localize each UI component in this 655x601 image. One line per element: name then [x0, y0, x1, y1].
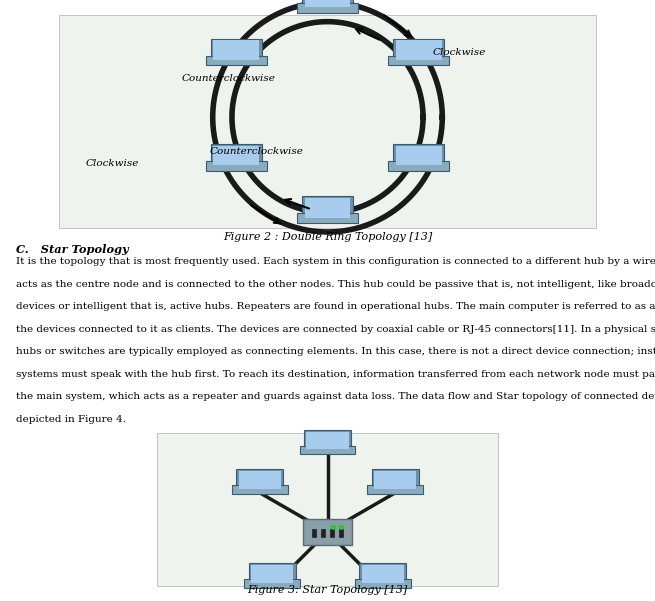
Text: Figure 3: Star Topology [13]: Figure 3: Star Topology [13]: [248, 585, 407, 595]
FancyBboxPatch shape: [355, 579, 411, 588]
Text: Counterclockwise: Counterclockwise: [210, 147, 303, 156]
FancyBboxPatch shape: [297, 3, 358, 13]
FancyBboxPatch shape: [211, 144, 262, 167]
FancyBboxPatch shape: [305, 0, 350, 7]
Text: C.   Star Topology: C. Star Topology: [16, 244, 129, 255]
FancyBboxPatch shape: [232, 484, 288, 493]
FancyBboxPatch shape: [302, 197, 353, 219]
FancyBboxPatch shape: [206, 161, 267, 171]
Circle shape: [331, 525, 335, 529]
Bar: [329, 529, 334, 537]
FancyBboxPatch shape: [304, 430, 351, 451]
FancyBboxPatch shape: [396, 40, 441, 60]
FancyBboxPatch shape: [374, 471, 417, 489]
FancyBboxPatch shape: [244, 579, 300, 588]
FancyBboxPatch shape: [393, 144, 444, 167]
FancyBboxPatch shape: [59, 15, 596, 228]
Text: the main system, which acts as a repeater and guards against data loss. The data: the main system, which acts as a repeate…: [16, 392, 655, 401]
FancyBboxPatch shape: [206, 56, 267, 66]
FancyBboxPatch shape: [214, 145, 259, 165]
FancyBboxPatch shape: [251, 565, 293, 583]
FancyBboxPatch shape: [359, 563, 406, 584]
Text: Counterclockwise: Counterclockwise: [181, 74, 275, 82]
FancyBboxPatch shape: [305, 198, 350, 218]
Text: systems must speak with the hub first. To reach its destination, information tra: systems must speak with the hub first. T…: [16, 370, 655, 379]
Text: devices or intelligent that is, active hubs. Repeaters are found in operational : devices or intelligent that is, active h…: [16, 302, 655, 311]
FancyBboxPatch shape: [362, 565, 404, 583]
FancyBboxPatch shape: [302, 0, 353, 9]
FancyBboxPatch shape: [214, 40, 259, 60]
FancyBboxPatch shape: [297, 213, 358, 223]
FancyBboxPatch shape: [249, 563, 296, 584]
Bar: [312, 529, 316, 537]
Text: the devices connected to it as clients. The devices are connected by coaxial cab: the devices connected to it as clients. …: [16, 325, 655, 334]
Text: Figure 2 : Double Ring Topology [13]: Figure 2 : Double Ring Topology [13]: [223, 233, 432, 242]
FancyBboxPatch shape: [236, 469, 284, 490]
Text: It is the topology that is most frequently used. Each system in this configurati: It is the topology that is most frequent…: [16, 257, 655, 266]
FancyBboxPatch shape: [371, 469, 419, 490]
Circle shape: [339, 525, 343, 529]
FancyBboxPatch shape: [396, 145, 441, 165]
FancyBboxPatch shape: [303, 519, 352, 545]
FancyBboxPatch shape: [307, 432, 348, 450]
Text: depicted in Figure 4.: depicted in Figure 4.: [16, 415, 126, 424]
FancyBboxPatch shape: [393, 38, 444, 62]
FancyBboxPatch shape: [157, 433, 498, 586]
Text: acts as the centre node and is connected to the other nodes. This hub could be p: acts as the centre node and is connected…: [16, 280, 655, 288]
FancyBboxPatch shape: [211, 38, 262, 62]
Text: Clockwise: Clockwise: [432, 49, 485, 57]
Bar: [339, 529, 343, 537]
FancyBboxPatch shape: [388, 161, 449, 171]
FancyBboxPatch shape: [388, 56, 449, 66]
FancyBboxPatch shape: [367, 484, 423, 493]
Text: hubs or switches are typically employed as connecting elements. In this case, th: hubs or switches are typically employed …: [16, 347, 655, 356]
Text: Clockwise: Clockwise: [85, 159, 138, 168]
FancyBboxPatch shape: [300, 445, 355, 454]
Bar: [321, 529, 326, 537]
FancyBboxPatch shape: [238, 471, 281, 489]
